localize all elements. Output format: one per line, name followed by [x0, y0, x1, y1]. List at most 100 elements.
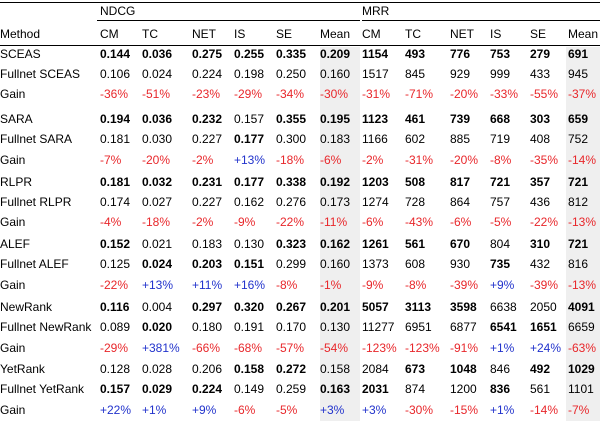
- ndcg-cell: 0.027: [142, 195, 173, 209]
- mrr-cell: 561: [405, 237, 426, 251]
- row-label: Fullnet NewRank: [0, 320, 92, 334]
- mrr-cell: 2031: [362, 382, 389, 396]
- row-label: Fullnet SARA: [0, 132, 73, 146]
- mrr-cell: -123%: [362, 341, 397, 355]
- mrr-cell: 812: [568, 195, 589, 209]
- mrr-cell: 1274: [362, 195, 389, 209]
- row-label: NewRank: [0, 300, 53, 314]
- ndcg-cell: -18%: [142, 215, 171, 229]
- ndcg-cell: -22%: [276, 215, 305, 229]
- ndcg-cell: -7%: [100, 153, 122, 167]
- ndcg-cell: +16%: [234, 278, 266, 292]
- ndcg-cell: 0.036: [142, 47, 173, 61]
- mrr-cell: 492: [530, 362, 551, 376]
- ndcg-mean-shade: [320, 47, 360, 421]
- mrr-cell: 999: [490, 67, 511, 81]
- mrr-cell: -20%: [450, 153, 479, 167]
- ndcg-cell: 0.157: [234, 112, 265, 126]
- mrr-cell: 2050: [530, 300, 557, 314]
- ndcg-cell: -57%: [276, 341, 305, 355]
- ndcg-cell: -66%: [192, 341, 221, 355]
- ndcg-cell: 0.163: [320, 382, 351, 396]
- mrr-cell: 1651: [530, 320, 557, 334]
- ndcg-cell: -29%: [100, 341, 129, 355]
- mrr-cell: 6877: [450, 320, 477, 334]
- ndcg-cell: -2%: [192, 153, 214, 167]
- ndcg-cell: -34%: [276, 87, 305, 101]
- mrr-cell: -123%: [405, 341, 440, 355]
- mrr-cell: 804: [490, 237, 511, 251]
- mrr-group-rule: [362, 20, 600, 21]
- row-label: Gain: [0, 87, 26, 101]
- ndcg-cell: -1%: [320, 278, 342, 292]
- ndcg-column-header: SE: [276, 27, 293, 41]
- ndcg-cell: 0.028: [142, 362, 173, 376]
- mrr-cell: 670: [450, 237, 471, 251]
- ndcg-cell: 0.030: [142, 132, 173, 146]
- mrr-cell: -15%: [450, 403, 479, 417]
- mrr-column-header: IS: [490, 27, 502, 41]
- mrr-cell: 6638: [490, 300, 517, 314]
- mrr-cell: -37%: [568, 87, 597, 101]
- ndcg-group-header: NDCG: [100, 4, 136, 18]
- mrr-cell: 930: [450, 257, 471, 271]
- row-label: YetRank: [0, 362, 45, 376]
- mrr-cell: 864: [450, 195, 471, 209]
- mrr-cell: 836: [490, 382, 511, 396]
- ndcg-cell: 0.032: [142, 175, 173, 189]
- mrr-mean-shade: [566, 47, 600, 421]
- ndcg-column-header: IS: [234, 27, 246, 41]
- ndcg-cell: 0.276: [276, 195, 307, 209]
- ndcg-cell: -23%: [192, 87, 221, 101]
- mrr-cell: 6659: [568, 320, 595, 334]
- mrr-column-header: CM: [362, 27, 381, 41]
- ndcg-cell: -6%: [234, 403, 256, 417]
- ndcg-cell: 0.125: [100, 257, 131, 271]
- ndcg-cell: 0.029: [142, 382, 173, 396]
- ndcg-cell: 0.335: [276, 47, 307, 61]
- mrr-cell: 817: [450, 175, 471, 189]
- mrr-cell: 1203: [362, 175, 389, 189]
- ndcg-cell: -18%: [276, 153, 305, 167]
- mrr-cell: 408: [530, 132, 551, 146]
- mrr-cell: -33%: [490, 87, 519, 101]
- ndcg-group-rule: [97, 20, 360, 21]
- mrr-cell: 608: [405, 257, 426, 271]
- ndcg-cell: 0.160: [320, 257, 351, 271]
- mrr-cell: 461: [405, 112, 426, 126]
- mrr-cell: -7%: [568, 403, 590, 417]
- ndcg-cell: 0.300: [276, 132, 307, 146]
- ndcg-cell: 0.227: [192, 132, 223, 146]
- ndcg-cell: -22%: [100, 278, 129, 292]
- ndcg-cell: -54%: [320, 341, 349, 355]
- mrr-group-header: MRR: [362, 4, 390, 18]
- ndcg-cell: 0.183: [192, 237, 223, 251]
- row-label: SCEAS: [0, 47, 41, 61]
- mrr-cell: -13%: [568, 215, 597, 229]
- mrr-cell: -6%: [362, 215, 384, 229]
- mrr-cell: 561: [530, 382, 551, 396]
- row-label: ALEF: [0, 237, 31, 251]
- ndcg-cell: 0.170: [276, 320, 307, 334]
- ndcg-column-header: CM: [100, 27, 119, 41]
- mrr-cell: -14%: [530, 403, 559, 417]
- mrr-cell: 1373: [362, 257, 389, 271]
- ndcg-cell: 0.152: [100, 237, 131, 251]
- ndcg-cell: 0.158: [320, 362, 351, 376]
- mrr-cell: -91%: [450, 341, 479, 355]
- ndcg-cell: 0.024: [142, 67, 173, 81]
- ndcg-cell: 0.232: [192, 112, 223, 126]
- ndcg-cell: 0.203: [192, 257, 223, 271]
- mrr-cell: -31%: [362, 87, 391, 101]
- mrr-cell: 752: [568, 132, 589, 146]
- ndcg-cell: 0.180: [192, 320, 223, 334]
- ndcg-cell: 0.275: [192, 47, 223, 61]
- ndcg-cell: 0.191: [234, 320, 265, 334]
- ndcg-cell: 0.209: [320, 47, 351, 61]
- mrr-cell: 1029: [568, 362, 595, 376]
- mrr-cell: 1517: [362, 67, 389, 81]
- ndcg-cell: 0.020: [142, 320, 173, 334]
- ndcg-cell: 0.267: [276, 300, 307, 314]
- ndcg-cell: +13%: [142, 278, 174, 292]
- mrr-cell: 1261: [362, 237, 389, 251]
